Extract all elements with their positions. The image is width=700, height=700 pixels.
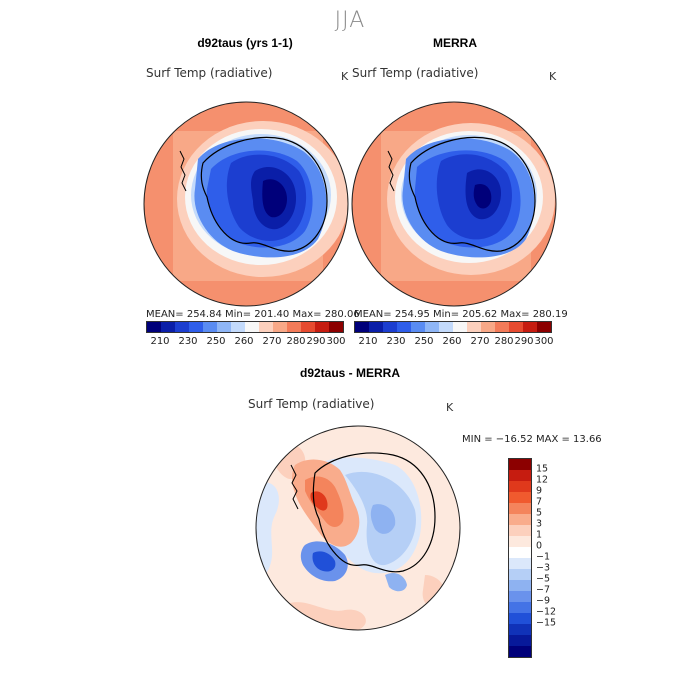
tick-label: 280	[286, 336, 306, 347]
tick-label: −12	[536, 606, 557, 618]
tick-label: 5	[536, 507, 543, 519]
panel2-variable-label: Surf Temp (radiative)	[352, 66, 479, 80]
tick-label: 230	[386, 336, 406, 347]
tick-label: 9	[536, 485, 543, 497]
tick-label: 1	[536, 529, 543, 541]
panel1-colorbar-ticks: 210 230 250 260 270 280 290 300	[146, 336, 346, 348]
tick-label: 270	[262, 336, 282, 347]
panel1-unit-label: K	[341, 70, 349, 83]
panel1-polar-map	[143, 101, 349, 307]
diff-colorbar-swatches	[508, 458, 532, 658]
tick-label: 210	[150, 336, 170, 347]
diff-title: d92taus - MERRA	[299, 366, 400, 380]
panel2-polar-map	[351, 101, 557, 307]
tick-label: 300	[534, 336, 554, 347]
tick-label: 250	[206, 336, 226, 347]
figure-title: JJA	[334, 8, 366, 33]
tick-label: 230	[178, 336, 198, 347]
tick-label: 15	[536, 463, 549, 475]
tick-label: 260	[442, 336, 462, 347]
tick-label: 12	[536, 474, 549, 486]
panel1-colorbar-swatches	[146, 321, 344, 333]
tick-label: −1	[536, 551, 551, 563]
panel2-colorbar: 210 230 250 260 270 280 290 300	[354, 321, 554, 348]
diff-colorbar	[508, 458, 532, 658]
panel1-stats: MEAN= 254.84 Min= 201.40 Max= 280.06	[146, 309, 360, 320]
panel2-colorbar-swatches	[354, 321, 552, 333]
panel1-colorbar: 210 230 250 260 270 280 290 300	[146, 321, 346, 348]
panel2-unit-label: K	[549, 70, 557, 83]
diff-unit-label: K	[446, 401, 454, 414]
tick-label: 270	[470, 336, 490, 347]
diff-variable-label: Surf Temp (radiative)	[248, 397, 375, 411]
tick-label: 250	[414, 336, 434, 347]
panel2-title: MERRA	[433, 36, 477, 50]
panel2-colorbar-ticks: 210 230 250 260 270 280 290 300	[354, 336, 554, 348]
panel1-title: d92taus (yrs 1-1)	[197, 36, 293, 50]
diff-colorbar-ticks: 15 12 9 7 5 3 1 0 −1 −3 −5 −7 −9 −12 −15	[536, 458, 576, 658]
tick-label: 300	[326, 336, 346, 347]
tick-label: 210	[358, 336, 378, 347]
diff-stats: MIN = −16.52 MAX = 13.66	[462, 434, 602, 445]
tick-label: −15	[536, 617, 557, 629]
panel2-stats: MEAN= 254.95 Min= 205.62 Max= 280.19	[354, 309, 568, 320]
panel1-variable-label: Surf Temp (radiative)	[146, 66, 273, 80]
tick-label: −7	[536, 584, 551, 596]
tick-label: −9	[536, 595, 551, 607]
tick-label: 280	[494, 336, 514, 347]
tick-label: 290	[306, 336, 326, 347]
tick-label: 0	[536, 540, 543, 552]
tick-label: 3	[536, 518, 543, 530]
tick-label: 7	[536, 496, 543, 508]
tick-label: 290	[514, 336, 534, 347]
tick-label: 260	[234, 336, 254, 347]
tick-label: −5	[536, 573, 551, 585]
diff-polar-map	[255, 425, 461, 631]
tick-label: −3	[536, 562, 551, 574]
